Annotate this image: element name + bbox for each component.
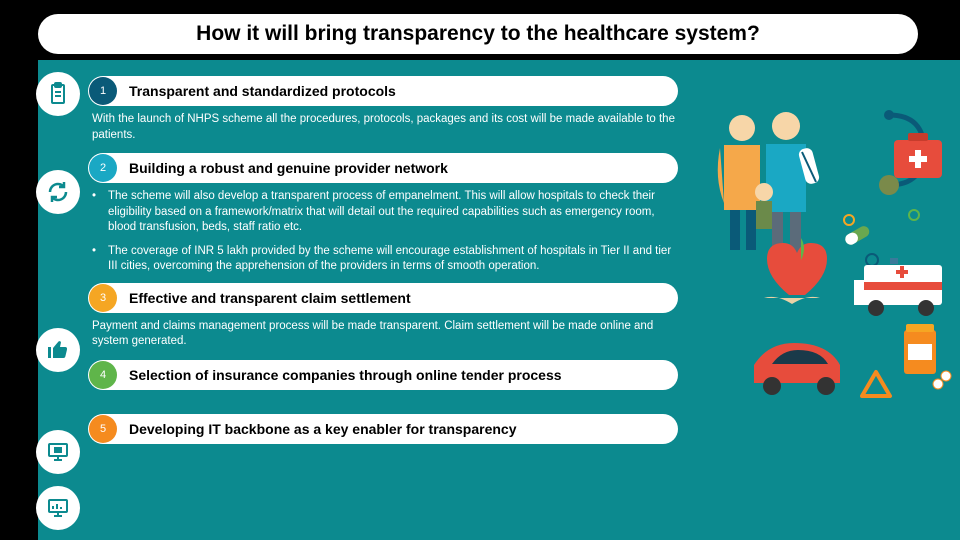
item-1-header: 1 Transparent and standardized protocols — [88, 76, 678, 106]
computer-icon — [36, 430, 80, 474]
item-2-bullets: The scheme will also develop a transpare… — [88, 189, 678, 275]
ambulance-icon — [854, 258, 942, 316]
first-aid-kit-icon — [894, 133, 942, 178]
item-2-bullet-2: The coverage of INR 5 lakh provided by t… — [88, 244, 678, 275]
refresh-icon — [36, 170, 80, 214]
item-3-header: 3 Effective and transparent claim settle… — [88, 283, 678, 313]
item-1-desc: With the launch of NHPS scheme all the p… — [92, 112, 678, 143]
content-column: 1 Transparent and standardized protocols… — [88, 76, 678, 450]
chart-screen-icon — [36, 486, 80, 530]
item-1-title: Transparent and standardized protocols — [129, 83, 396, 99]
item-4-number: 4 — [89, 361, 117, 389]
hazard-triangle-icon — [862, 372, 890, 396]
healthcare-illustration — [694, 100, 954, 420]
item-5-title: Developing IT backbone as a key enabler … — [129, 421, 516, 437]
item-4-title: Selection of insurance companies through… — [129, 367, 562, 383]
item-2-bullet-1: The scheme will also develop a transpare… — [88, 189, 678, 236]
item-5-number: 5 — [89, 415, 117, 443]
item-1-number: 1 — [89, 77, 117, 105]
pill-bottle-icon — [904, 324, 951, 389]
page-title-bar: How it will bring transparency to the he… — [38, 14, 918, 54]
capsules-icon — [843, 224, 878, 266]
family-icon — [718, 112, 821, 254]
item-5-header: 5 Developing IT backbone as a key enable… — [88, 414, 678, 444]
item-3-number: 3 — [89, 284, 117, 312]
car-icon — [754, 343, 840, 395]
page-title: How it will bring transparency to the he… — [196, 22, 760, 46]
pill-dot-icon — [844, 215, 854, 225]
clipboard-icon — [36, 72, 80, 116]
item-3-desc: Payment and claims management process wi… — [92, 319, 678, 350]
item-2-header: 2 Building a robust and genuine provider… — [88, 153, 678, 183]
pill-dot-icon — [909, 210, 919, 220]
item-2-title: Building a robust and genuine provider n… — [129, 160, 448, 176]
item-4-header: 4 Selection of insurance companies throu… — [88, 360, 678, 390]
item-2-number: 2 — [89, 154, 117, 182]
item-3-title: Effective and transparent claim settleme… — [129, 290, 411, 306]
thumbs-up-icon — [36, 328, 80, 372]
